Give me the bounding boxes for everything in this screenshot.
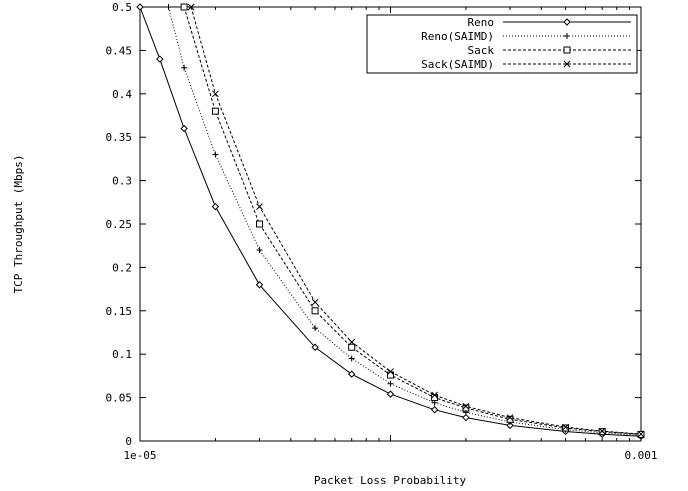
data-point xyxy=(462,402,470,410)
data-point xyxy=(180,124,188,133)
data-point xyxy=(165,4,172,10)
legend-label: Reno(SAIMD) xyxy=(421,30,494,43)
data-point xyxy=(348,343,356,351)
legend-label: Sack(SAIMD) xyxy=(421,58,494,71)
data-point xyxy=(156,55,164,63)
data-point xyxy=(312,325,319,332)
data-point xyxy=(211,107,219,115)
data-point xyxy=(212,90,219,98)
data-point xyxy=(563,46,571,54)
data-point xyxy=(256,203,263,210)
data-point xyxy=(506,421,514,430)
data-point xyxy=(562,424,570,432)
data-point xyxy=(311,343,319,351)
y-axis-label: TCP Throughput (Mbps) xyxy=(12,154,25,293)
y-tick-label: 0.15 xyxy=(106,305,133,318)
data-point xyxy=(386,390,395,398)
legend-label: Sack xyxy=(468,44,495,57)
y-tick-label: 0.5 xyxy=(112,1,132,14)
y-tick-label: 0.35 xyxy=(106,131,133,144)
x-axis-label: Packet Loss Probability xyxy=(314,474,467,487)
y-tick-label: 0.1 xyxy=(112,348,132,361)
data-point xyxy=(347,370,356,378)
data-point xyxy=(563,60,571,68)
data-point xyxy=(136,3,144,11)
y-tick-label: 0.4 xyxy=(112,88,132,101)
data-point xyxy=(256,220,264,228)
series-line xyxy=(190,6,642,435)
legend-label: Reno xyxy=(468,16,495,29)
data-point xyxy=(311,298,319,306)
data-point xyxy=(311,307,319,315)
data-point xyxy=(462,413,470,422)
data-point xyxy=(506,415,514,423)
data-point xyxy=(387,380,394,387)
series-line xyxy=(139,6,642,437)
data-point xyxy=(180,3,188,11)
data-point xyxy=(187,3,195,11)
data-point xyxy=(256,247,263,254)
data-point xyxy=(348,355,355,362)
data-point xyxy=(431,391,438,399)
data-point xyxy=(564,33,570,39)
data-point xyxy=(181,64,188,71)
data-point xyxy=(387,368,394,375)
data-point xyxy=(637,430,645,438)
data-point xyxy=(462,404,470,412)
legend-box xyxy=(366,14,638,74)
series-0 xyxy=(136,3,645,441)
data-point xyxy=(211,202,220,211)
x-tick-label: 1e-05 xyxy=(123,449,156,462)
data-point xyxy=(598,427,606,435)
x-tick-label: 0.001 xyxy=(624,449,657,462)
y-tick-label: 0 xyxy=(125,435,132,448)
series-3 xyxy=(187,3,645,438)
y-tick-label: 0.05 xyxy=(106,392,133,405)
data-point xyxy=(212,151,219,158)
axis-ticks: 0 0.05 0.1 0.15 0.2 0.25 0.3 0.35 0.4 0.45 0.5 1e-0… xyxy=(106,1,658,462)
y-tick-label: 0.3 xyxy=(112,175,132,188)
y-tick-label: 0.25 xyxy=(106,218,133,231)
data-point xyxy=(562,423,569,431)
series-layer xyxy=(136,3,645,441)
data-point xyxy=(506,414,514,421)
y-tick-label: 0.2 xyxy=(112,261,132,274)
data-point xyxy=(430,406,439,414)
data-point xyxy=(348,338,356,346)
data-point xyxy=(255,281,264,289)
y-tick-label: 0.45 xyxy=(106,44,133,57)
data-point xyxy=(563,18,571,26)
series-line xyxy=(183,6,642,435)
